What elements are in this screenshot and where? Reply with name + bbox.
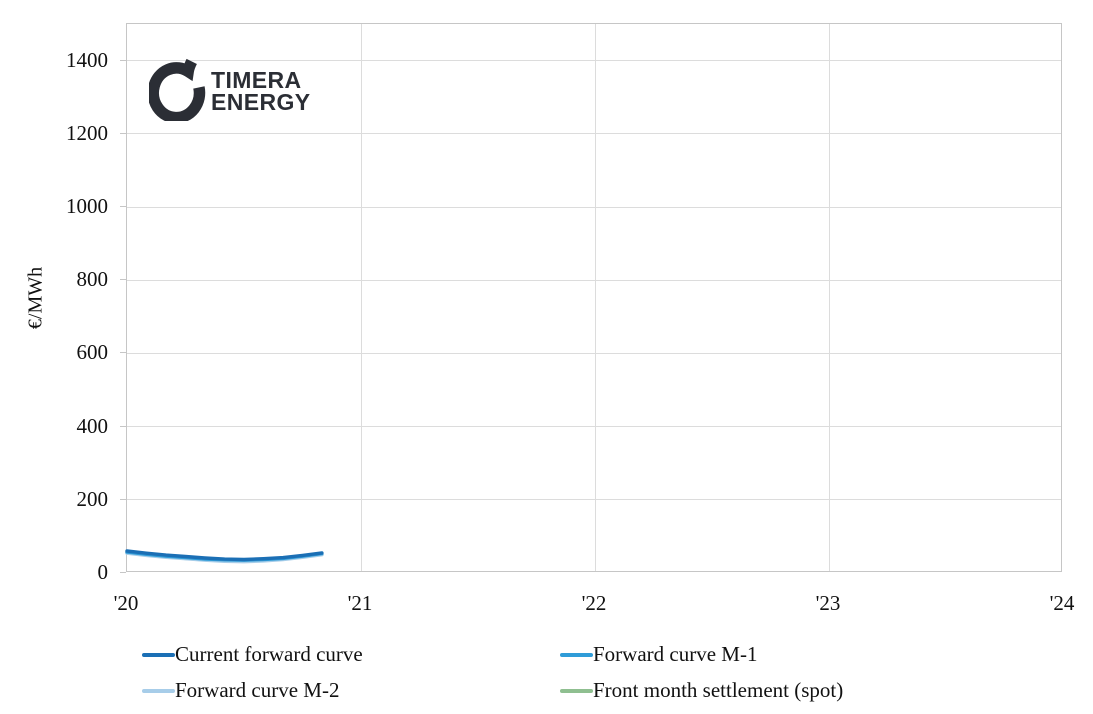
series-line-current-forward-curve: [125, 549, 324, 562]
legend-swatch-current-forward-curve: [142, 652, 175, 657]
chart-legend: Current forward curve Forward curve M-1 Fo…: [142, 642, 843, 703]
x-tick-label: '20: [113, 591, 139, 615]
y-tick-mark: [120, 279, 126, 281]
legend-swatch-forward-curve-m-1: [560, 652, 593, 657]
x-gridline: [594, 24, 596, 571]
y-tick-label: 1000: [66, 194, 108, 218]
x-gridline: [360, 24, 362, 571]
x-gridline: [828, 24, 830, 571]
y-gridline: [127, 426, 1061, 428]
legend-swatch-forward-curve-m-2: [142, 688, 175, 693]
y-gridline: [127, 60, 1061, 62]
legend-label: Forward curve M-2: [175, 678, 340, 702]
y-gridline: [127, 206, 1061, 208]
logo-line1: TIMERA: [211, 67, 302, 94]
y-gridline: [127, 279, 1061, 281]
x-tick-label: '22: [581, 591, 607, 615]
legend-swatch-front-month-settlement-spot: [560, 688, 593, 693]
y-gridline: [127, 499, 1061, 501]
y-tick-mark: [120, 572, 126, 573]
timera-energy-logo: TIMERA ENERGY: [147, 57, 311, 126]
plot-area: [125, 23, 1062, 572]
legend-item-front-month-settlement-spot: Front month settlement (spot): [560, 678, 843, 703]
y-tick-mark: [120, 498, 126, 500]
y-tick-label: 400: [76, 413, 109, 438]
x-tick-label: '23: [815, 591, 841, 615]
y-tick-mark: [120, 352, 126, 354]
y-tick-label: 800: [76, 267, 109, 292]
y-tick-label: 0: [97, 560, 109, 584]
legend-label: Front month settlement (spot): [593, 678, 844, 702]
logo-line2: ENERGY: [211, 88, 311, 115]
y-tick-mark: [120, 425, 126, 427]
y-gridline: [127, 133, 1061, 135]
x-tick-label: '21: [347, 591, 373, 615]
y-tick-mark: [120, 59, 126, 61]
y-tick-label: 600: [76, 340, 109, 365]
legend-label: Forward curve M-1: [593, 642, 758, 666]
legend-label: Current forward curve: [175, 642, 363, 666]
y-tick-label: 200: [76, 486, 109, 511]
y-gridline: [127, 352, 1061, 354]
y-tick-label: 1200: [66, 120, 108, 145]
y-tick-mark: [120, 132, 126, 134]
legend-item-current-forward-curve: Current forward curve: [142, 642, 560, 667]
y-tick-label: 1400: [66, 47, 108, 72]
timera-ring-icon: [147, 57, 206, 126]
legend-item-forward-curve-m-1: Forward curve M-1: [560, 642, 843, 667]
logo-text: TIMERA ENERGY: [211, 67, 311, 115]
series-plot: [125, 549, 324, 564]
x-tick-label: '24: [1049, 591, 1075, 615]
legend-item-forward-curve-m-2: Forward curve M-2: [142, 678, 560, 703]
y-tick-mark: [120, 206, 126, 207]
